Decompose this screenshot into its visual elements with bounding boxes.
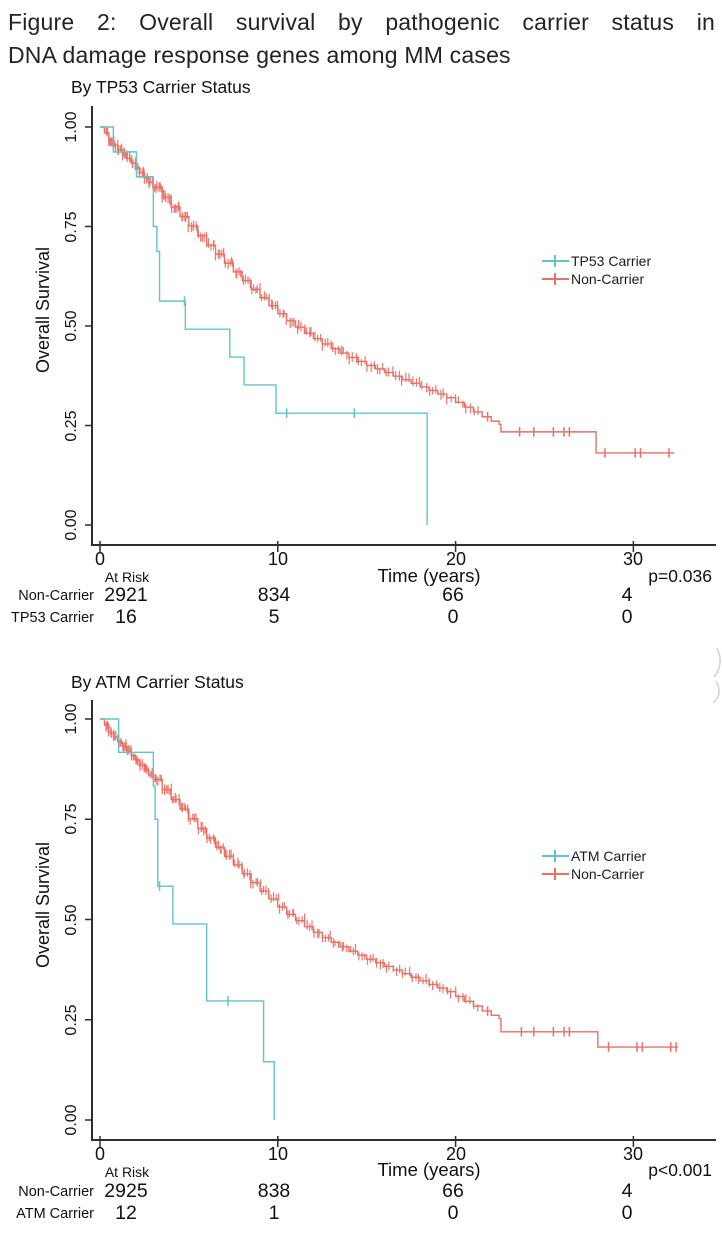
panel2-row2-count-30: 0 xyxy=(621,1202,633,1224)
panel2-row2-label: ATM Carrier xyxy=(16,1206,94,1222)
tp53-carrier-censor-ticks xyxy=(183,296,356,418)
panel1-row1-count-30: 4 xyxy=(621,584,633,606)
panel2-row2-count-20: 0 xyxy=(447,1202,459,1224)
non-carrier-curve xyxy=(100,126,675,454)
non-carrier-curve xyxy=(100,718,678,1048)
panel1-at-risk-header: At Risk xyxy=(104,569,150,585)
panel1-xtick-10: 10 xyxy=(267,549,289,569)
panel2-xtick-0: 0 xyxy=(94,1144,105,1164)
panel2-xtick-30: 30 xyxy=(622,1144,644,1164)
figure-title-line2: DNA damage response genes among MM cases xyxy=(8,42,511,68)
panel2-row2-count-0: 12 xyxy=(115,1202,137,1224)
panel1-legend-label-carrier: TP53 Carrier xyxy=(571,253,652,269)
panel2-legend-label-carrier: ATM Carrier xyxy=(571,848,647,864)
panel2-x-axis-label: Time (years) xyxy=(377,1159,481,1180)
panel1-p-value: p=0.036 xyxy=(648,566,712,586)
panel1-legend: TP53 Carrier Non-Carrier xyxy=(542,253,651,287)
panel1-legend-row-noncarrier: Non-Carrier xyxy=(542,271,651,287)
figure-title: Figure 2: Overall survival by pathogenic… xyxy=(8,6,715,72)
tp53-carrier-curve xyxy=(100,126,428,525)
panel1-ytick-0.00: 0.00 xyxy=(63,509,80,541)
panel1-title: By TP53 Carrier Status xyxy=(71,77,251,97)
panel2-legend-row-noncarrier: Non-Carrier xyxy=(542,866,646,882)
panel1-x-axis-label: Time (years) xyxy=(377,565,481,586)
panel2-row1-count-20: 66 xyxy=(442,1180,464,1202)
panel2-p-value: p<0.001 xyxy=(648,1160,712,1180)
panel2-ytick-1.00: 1.00 xyxy=(63,703,80,735)
noncarrier-line-symbol xyxy=(542,272,569,286)
panel1-row1-count-10: 834 xyxy=(257,584,291,606)
panel2-row2-count-10: 1 xyxy=(268,1202,280,1224)
panel1-row2-label: TP53 Carrier xyxy=(11,610,94,626)
panel1-legend-label-noncarrier: Non-Carrier xyxy=(571,271,645,287)
panel2-ytick-0.00: 0.00 xyxy=(63,1104,80,1136)
panel2-at-risk-header: At Risk xyxy=(104,1164,150,1180)
panel1-plot xyxy=(85,106,716,552)
panel2-xtick-10: 10 xyxy=(267,1144,289,1164)
panel1-row2-count-10: 5 xyxy=(268,606,280,628)
panel1-row2-count-30: 0 xyxy=(621,606,633,628)
panel2-title: By ATM Carrier Status xyxy=(71,672,244,692)
panel2-y-axis-label: Overall Survival xyxy=(33,841,53,969)
carrier-line-symbol xyxy=(542,849,569,863)
noncarrier-line-symbol xyxy=(542,867,569,881)
page-edge-artifact xyxy=(712,647,721,704)
panel1-xtick-30: 30 xyxy=(622,549,644,569)
panel2-row1-label: Non-Carrier xyxy=(18,1184,94,1200)
panel1-ytick-1.00: 1.00 xyxy=(63,111,80,143)
panel1-row2-count-0: 16 xyxy=(115,606,137,628)
panel2-row1-count-0: 2925 xyxy=(104,1180,148,1202)
panel1-xtick-20: 20 xyxy=(445,549,467,569)
non-carrier-censor-ticks xyxy=(105,720,677,1052)
panel1-ytick-0.25: 0.25 xyxy=(63,409,80,442)
figure-title-line1: Figure 2: Overall survival by pathogenic… xyxy=(8,9,715,35)
panel2-row1-count-30: 4 xyxy=(621,1180,633,1202)
panel1-y-axis-label: Overall Survival xyxy=(33,246,53,374)
panel1-row1-count-0: 2921 xyxy=(104,584,148,606)
carrier-line-symbol xyxy=(542,254,569,268)
atm-carrier-curve xyxy=(100,718,275,1120)
panel1-row1-label: Non-Carrier xyxy=(18,588,94,604)
panel2-legend-row-carrier: ATM Carrier xyxy=(542,848,646,864)
panel2-ytick-0.75: 0.75 xyxy=(63,803,80,835)
panel2-xtick-20: 20 xyxy=(445,1144,467,1164)
panel1-ytick-0.50: 0.50 xyxy=(63,310,80,342)
panel2-plot xyxy=(85,700,716,1147)
panel1-xtick-0: 0 xyxy=(94,549,105,569)
non-carrier-censor-ticks xyxy=(103,126,670,458)
panel1-row2-count-20: 0 xyxy=(447,606,459,628)
panel2-ytick-0.25: 0.25 xyxy=(63,1004,80,1036)
panel1-legend-row-carrier: TP53 Carrier xyxy=(542,253,651,269)
atm-carrier-censor-ticks xyxy=(158,881,229,1006)
panel2-ytick-0.50: 0.50 xyxy=(63,903,80,936)
panel1-row1-count-20: 66 xyxy=(442,584,464,606)
panel2-row1-count-10: 838 xyxy=(257,1180,291,1202)
panel1-ytick-0.75: 0.75 xyxy=(63,210,80,243)
panel2-legend: ATM Carrier Non-Carrier xyxy=(542,848,646,882)
panel2-legend-label-noncarrier: Non-Carrier xyxy=(571,866,645,882)
